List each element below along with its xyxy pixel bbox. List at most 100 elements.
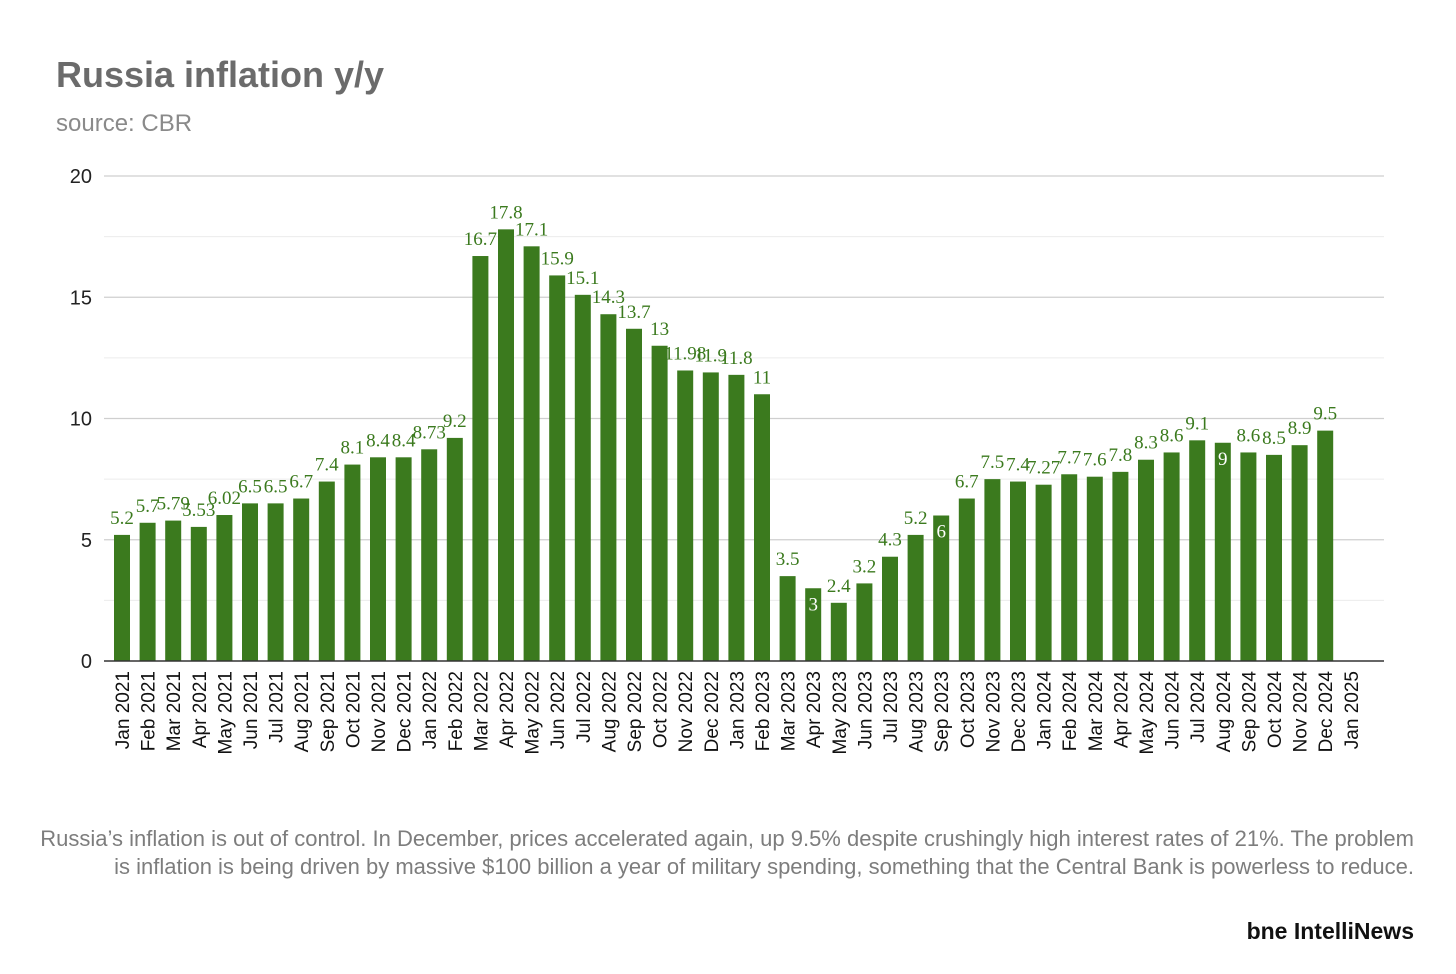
x-tick-label: May 2024 [1137,671,1158,755]
data-label: 11.98 [664,343,706,364]
bar[interactable] [1163,452,1180,661]
data-label: 8.4 [392,430,416,451]
data-label: 17.1 [515,219,548,240]
bar[interactable] [293,498,310,661]
data-label: 7.5 [981,452,1005,473]
bar[interactable] [267,503,284,661]
data-label: 13 [650,319,669,340]
bar[interactable] [600,314,617,661]
data-label: 5.2 [110,508,134,529]
data-label: 17.8 [489,202,522,223]
y-tick-label: 0 [81,651,92,673]
data-label: 6.02 [208,488,241,509]
bar[interactable] [190,526,207,661]
x-tick-label: May 2023 [830,671,851,754]
bar[interactable] [754,394,770,661]
chart-title: Russia inflation y/y [56,54,385,95]
bar[interactable] [907,534,924,661]
bar[interactable] [882,556,898,661]
x-tick-label: Jan 2025 [1342,671,1363,749]
x-tick-label: Nov 2021 [369,671,390,752]
data-label: 9.1 [1185,413,1209,434]
x-tick-label: Jan 2023 [727,671,748,749]
bar[interactable] [242,503,258,661]
data-label: 8.4 [366,430,390,451]
bar[interactable] [165,520,182,661]
data-label: 6 [936,522,946,543]
x-tick-label: Jun 2021 [241,671,262,749]
bar[interactable] [1240,452,1257,661]
data-label: 15.1 [566,268,599,289]
x-tick-label: Sep 2024 [1239,671,1260,753]
x-tick-label: Aug 2023 [907,671,928,752]
x-tick-label: Sep 2022 [625,671,646,752]
x-tick-label: Dec 2024 [1316,671,1337,753]
bar[interactable] [114,534,130,661]
bar[interactable] [523,246,540,661]
bar[interactable] [472,256,489,661]
x-tick-label: Dec 2021 [395,671,416,752]
bar[interactable] [1086,476,1103,661]
bar[interactable] [1061,474,1078,661]
bar[interactable] [702,372,719,661]
data-label: 8.6 [1160,425,1184,446]
bar[interactable] [549,275,566,661]
y-tick-label: 10 [70,409,92,431]
bar[interactable] [677,370,694,661]
bar[interactable] [216,515,233,661]
data-label: 2.4 [827,576,851,597]
data-label: 4.3 [878,530,902,551]
bar[interactable] [498,229,514,661]
bar[interactable] [139,522,156,661]
bar[interactable] [830,602,847,661]
x-tick-label: Feb 2022 [446,671,467,751]
bar[interactable] [1317,430,1334,661]
bar[interactable] [574,294,591,661]
bar[interactable] [1010,481,1026,661]
bar[interactable] [1214,442,1231,661]
x-tick-label: Jul 2022 [574,671,595,743]
data-label: 3.5 [776,549,800,570]
x-tick-label: Nov 2023 [983,671,1004,752]
bar[interactable] [805,588,822,661]
data-label: 15.9 [541,248,574,269]
bar[interactable] [318,481,335,661]
data-label: 5.7 [136,496,160,517]
data-label: 8.6 [1237,425,1261,446]
bar[interactable] [344,464,361,661]
data-label: 13.7 [617,302,650,323]
x-tick-label: Apr 2022 [497,671,518,748]
data-label: 11.9 [695,345,728,366]
bar[interactable] [933,515,950,662]
bar[interactable] [1112,471,1129,661]
data-label: 8.3 [1134,433,1158,454]
bar[interactable] [626,328,642,661]
bar[interactable] [1189,440,1206,661]
data-label: 14.3 [592,287,625,308]
bar[interactable] [370,457,386,661]
x-tick-label: Nov 2022 [676,671,697,752]
chart-subtitle: source: CBR [56,110,193,137]
bar[interactable] [779,576,796,661]
data-label: 5.79 [157,494,190,515]
x-tick-label: Jul 2023 [881,671,902,743]
data-label: 7.8 [1109,445,1133,466]
bar[interactable] [1138,459,1154,661]
x-tick-label: Jan 2022 [420,671,441,749]
bar[interactable] [856,583,873,661]
bar[interactable] [1266,454,1282,661]
bar[interactable] [984,479,1001,661]
bar[interactable] [651,345,668,661]
bar[interactable] [958,498,975,661]
bar[interactable] [421,449,438,661]
bar[interactable] [395,457,412,661]
data-label: 7.27 [1027,458,1060,479]
bar[interactable] [446,437,463,661]
x-tick-label: Dec 2023 [1009,671,1030,752]
bar[interactable] [1035,484,1052,661]
bar[interactable] [728,374,745,661]
y-tick-label: 5 [81,530,92,552]
x-tick-label: Mar 2022 [471,671,492,751]
bar[interactable] [1291,445,1308,661]
data-label: 6.5 [264,476,288,497]
